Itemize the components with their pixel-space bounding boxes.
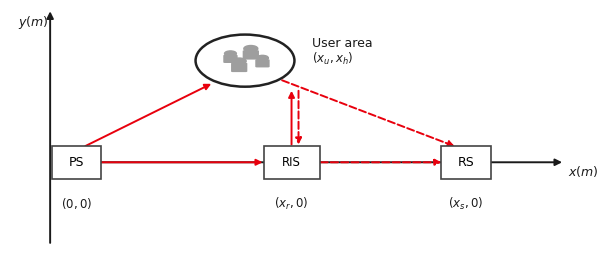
FancyBboxPatch shape <box>223 55 238 63</box>
Text: $(x_u, x_h)$: $(x_u, x_h)$ <box>312 51 353 67</box>
Text: $(x_s, 0)$: $(x_s, 0)$ <box>448 195 483 212</box>
Ellipse shape <box>196 35 294 87</box>
Circle shape <box>225 51 237 56</box>
Text: RS: RS <box>458 156 474 169</box>
Text: $(0,0)$: $(0,0)$ <box>61 195 92 210</box>
FancyBboxPatch shape <box>255 59 270 67</box>
FancyBboxPatch shape <box>52 146 101 179</box>
Text: RIS: RIS <box>282 156 301 169</box>
Circle shape <box>256 55 268 61</box>
Text: User area: User area <box>312 37 373 50</box>
FancyBboxPatch shape <box>441 146 491 179</box>
Text: $y(m)$: $y(m)$ <box>18 14 49 31</box>
Text: PS: PS <box>69 156 84 169</box>
FancyBboxPatch shape <box>243 50 259 59</box>
Text: $(x_r, 0)$: $(x_r, 0)$ <box>275 195 309 212</box>
Circle shape <box>244 46 258 52</box>
Text: $x(m)$: $x(m)$ <box>568 163 598 179</box>
FancyBboxPatch shape <box>264 146 320 179</box>
Circle shape <box>232 58 246 64</box>
FancyBboxPatch shape <box>231 63 247 72</box>
